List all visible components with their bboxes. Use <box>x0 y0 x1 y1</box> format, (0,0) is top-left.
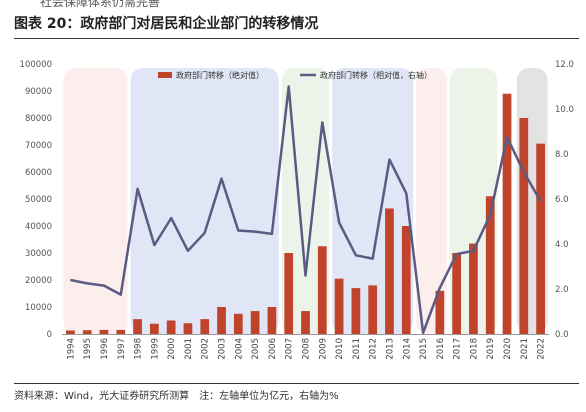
left-tick-label: 90000 <box>25 87 52 97</box>
x-tick-label: 1998 <box>134 338 144 360</box>
bar <box>401 226 411 334</box>
x-axis-ticks: 1994 1995 1996 1997 1998 1999 2000 2001 2002 2003… <box>66 338 546 360</box>
bar <box>149 323 159 334</box>
x-tick-label: 2022 <box>537 338 547 360</box>
right-tick-label: 6.0 <box>555 195 569 205</box>
legend: 政府部门转移（绝对值） 政府部门转移（相对值，右轴） <box>158 70 432 80</box>
bar <box>317 246 327 334</box>
left-tick-label: 60000 <box>25 168 52 178</box>
figure-title: 图表 20：政府部门对居民和企业部门的转移情况 <box>14 16 319 32</box>
right-tick-label: 2.0 <box>555 285 569 295</box>
ratio-line <box>70 85 542 335</box>
x-tick-label: 1999 <box>150 338 160 360</box>
bar <box>435 290 445 334</box>
x-tick-label: 2020 <box>503 338 513 360</box>
x-tick-label: 2001 <box>184 338 194 360</box>
right-axis-ticks: 0.0 2.0 4.0 6.0 8.0 10.0 12.0 <box>555 60 574 340</box>
x-tick-label: 2004 <box>234 338 244 360</box>
left-axis-ticks: 0 10000 20000 30000 40000 50000 60000 70000 8000… <box>20 60 52 340</box>
x-tick-label: 1994 <box>66 338 76 360</box>
x-tick-label: 1997 <box>117 338 127 360</box>
left-tick-label: 80000 <box>25 114 52 124</box>
right-tick-label: 0.0 <box>555 330 569 340</box>
x-tick-label: 2003 <box>218 338 228 360</box>
right-tick-label: 8.0 <box>555 150 569 160</box>
x-tick-label: 2010 <box>335 338 345 360</box>
legend-line-label: 政府部门转移（相对值，右轴） <box>320 70 432 80</box>
left-tick-label: 70000 <box>25 141 52 151</box>
x-tick-label: 2018 <box>469 338 479 360</box>
legend-bar-swatch <box>158 72 172 78</box>
bar <box>385 208 394 334</box>
bar <box>99 329 109 334</box>
bar <box>536 143 545 334</box>
x-tick-label: 2008 <box>302 338 312 360</box>
bar <box>334 278 344 334</box>
x-tick-label: 2011 <box>352 338 362 360</box>
top-text-fragment: 社会保障体系仍需完善 <box>40 0 161 9</box>
x-tick-label: 2017 <box>453 338 463 360</box>
source-note: 资料来源：Wind，光大证券研究所测算 注：左轴单位为亿元，右轴为% <box>14 391 339 402</box>
bar <box>82 330 92 334</box>
x-tick-label: 1995 <box>83 338 93 360</box>
shaded-period <box>63 68 128 334</box>
right-tick-label: 10.0 <box>555 105 574 115</box>
footer-rule <box>14 383 579 384</box>
bar <box>116 329 126 334</box>
right-tick-label: 12.0 <box>555 60 574 70</box>
bar <box>66 330 75 334</box>
shaded-period <box>449 68 498 334</box>
bar <box>250 311 260 334</box>
bar <box>267 307 277 334</box>
x-tick-label: 2015 <box>419 338 429 360</box>
x-tick-label: 2009 <box>318 338 328 360</box>
x-tick-label: 2007 <box>285 338 295 360</box>
bar-series <box>66 93 545 334</box>
x-tick-label: 2014 <box>402 338 412 360</box>
x-tick-label: 2000 <box>167 338 177 360</box>
x-tick-label: 2005 <box>251 338 261 360</box>
bar <box>217 307 226 334</box>
x-tick-label: 2006 <box>268 338 278 360</box>
bar <box>183 323 193 334</box>
bar <box>200 319 210 334</box>
x-tick-label: 2016 <box>436 338 446 360</box>
bar <box>233 313 243 334</box>
legend-bar-label: 政府部门转移（绝对值） <box>176 70 264 80</box>
x-tick-label: 2021 <box>520 338 530 360</box>
left-tick-label: 100000 <box>20 60 52 70</box>
bar <box>351 288 361 334</box>
bar <box>519 118 529 334</box>
bar <box>502 93 512 334</box>
left-tick-label: 0 <box>47 330 52 340</box>
left-tick-label: 20000 <box>25 276 52 286</box>
title-rule <box>14 38 579 39</box>
bar <box>469 243 478 334</box>
left-tick-label: 10000 <box>25 303 52 313</box>
bar <box>485 196 495 334</box>
x-tick-label: 2002 <box>201 338 211 360</box>
x-tick-label: 2013 <box>385 338 395 360</box>
left-tick-label: 30000 <box>25 249 52 259</box>
left-tick-label: 40000 <box>25 222 52 232</box>
right-tick-label: 4.0 <box>555 240 569 250</box>
bar <box>133 319 142 334</box>
bar <box>301 311 310 334</box>
left-tick-label: 50000 <box>25 195 52 205</box>
x-tick-label: 2019 <box>486 338 496 360</box>
x-tick-label: 1996 <box>100 338 110 360</box>
bar <box>166 320 176 334</box>
x-tick-label: 2012 <box>369 338 379 360</box>
shaded-period <box>416 68 447 334</box>
bar <box>452 253 462 334</box>
shaded-period <box>130 68 279 334</box>
bar <box>368 285 378 334</box>
bar <box>284 253 294 334</box>
